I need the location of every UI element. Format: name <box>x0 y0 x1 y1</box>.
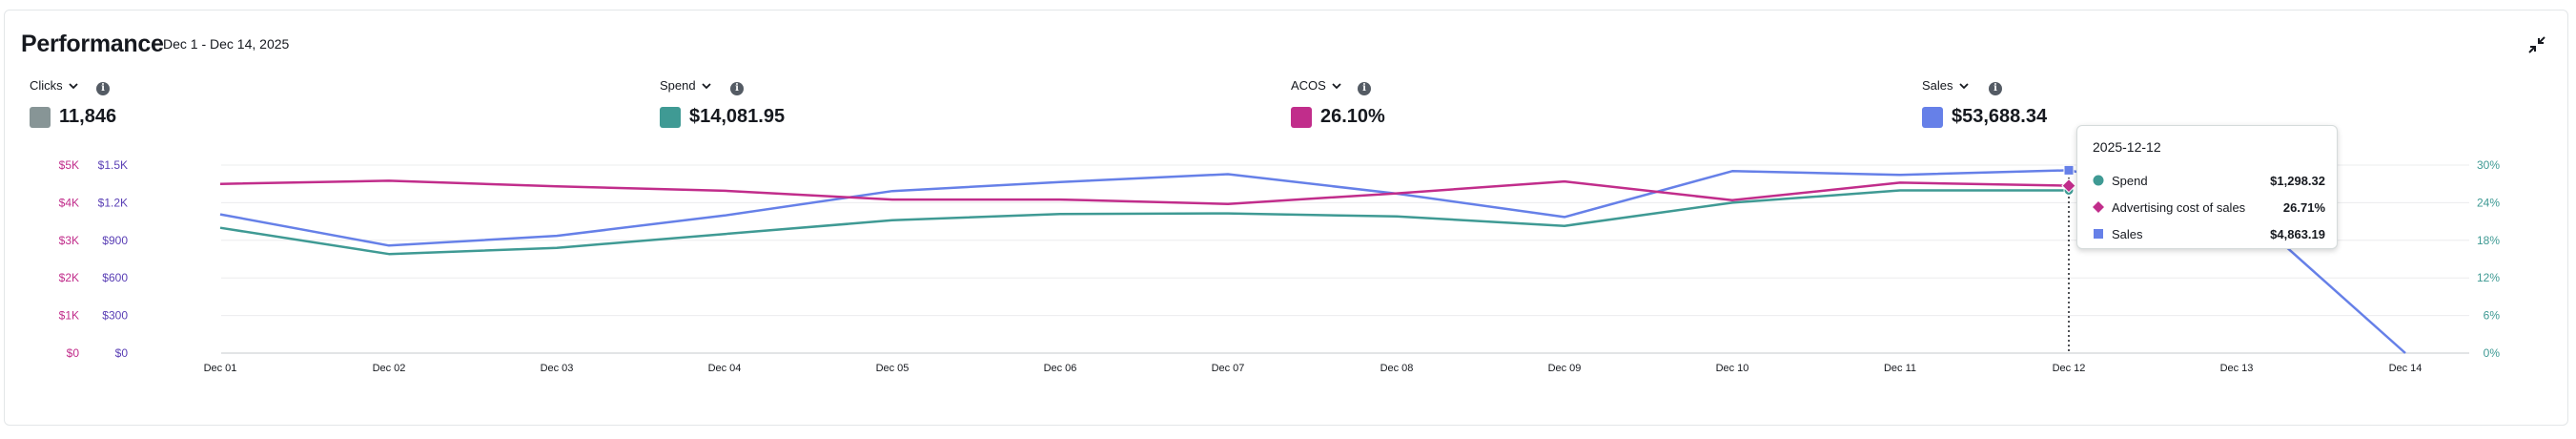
x-axis-tick-label: Dec 08 <box>1380 363 1414 374</box>
spend-axis-tick-label: $1.2K <box>98 196 128 209</box>
x-axis-tick-label: Dec 10 <box>1716 363 1749 374</box>
date-range: Dec 1 - Dec 14, 2025 <box>163 36 290 52</box>
spend-axis-tick-label: $0 <box>115 346 129 360</box>
chevron-down-icon <box>1332 82 1341 89</box>
sales-series-line <box>219 169 2406 354</box>
metric-sales-swatch[interactable] <box>1922 106 1943 128</box>
metric-sales-label: Sales <box>1922 78 1953 93</box>
metric-clicks-value: 11,846 <box>59 106 117 127</box>
page-title: Performance <box>21 31 164 57</box>
metric-spend-swatch[interactable] <box>660 106 681 128</box>
metric-clicks-selector[interactable]: Clicks <box>30 78 116 93</box>
sales-hover-point <box>2063 164 2075 176</box>
chevron-down-icon <box>1958 82 1969 89</box>
collapse-icon[interactable] <box>2526 34 2547 55</box>
x-axis-tick-label: Dec 03 <box>541 363 574 374</box>
acos-hover-point <box>2061 178 2076 194</box>
tooltip-row-value: 26.71% <box>2282 199 2325 215</box>
x-axis-tick-label: Dec 05 <box>876 363 910 374</box>
sales-axis-tick-label: $4K <box>59 196 79 209</box>
tooltip-row-spend: Spend $1,298.32 <box>2093 172 2325 189</box>
acos-axis-tick-label: 18% <box>2477 234 2500 247</box>
metric-acos-value: 26.10% <box>1320 106 1385 127</box>
acos-axis-tick-label: 12% <box>2477 271 2500 284</box>
chevron-down-icon <box>701 82 711 89</box>
x-axis-tick-label: Dec 07 <box>1212 363 1245 374</box>
spend-series-line <box>219 189 2069 256</box>
sales-axis-tick-label: $1K <box>59 309 79 323</box>
metric-acos-selector[interactable]: ACOS <box>1291 78 1385 93</box>
tooltip-row-label: Advertising cost of sales <box>2112 199 2246 215</box>
sales-marker-icon <box>2094 229 2103 239</box>
info-icon[interactable]: i <box>730 82 744 95</box>
acos-series-line <box>219 179 2070 205</box>
metric-acos-swatch[interactable] <box>1291 106 1312 128</box>
metric-clicks-swatch[interactable] <box>30 106 51 128</box>
acos-axis-tick-label: 30% <box>2477 158 2500 172</box>
metric-sales: Sales i $53,688.34 <box>1922 78 2047 128</box>
metric-sales-value: $53,688.34 <box>1952 106 2048 127</box>
acos-marker-icon <box>2093 201 2104 213</box>
tooltip-row-value: $4,863.19 <box>2270 226 2325 241</box>
metric-spend: Spend i $14,081.95 <box>660 78 785 128</box>
x-axis-tick-label: Dec 09 <box>1548 363 1582 374</box>
x-axis-tick-label: Dec 11 <box>1884 363 1916 374</box>
tooltip-row-sales: Sales $4,863.19 <box>2093 225 2325 242</box>
info-icon[interactable]: i <box>1358 82 1371 95</box>
spend-axis-tick-label: $300 <box>102 309 128 323</box>
x-axis-tick-label: Dec 04 <box>708 363 742 374</box>
metric-clicks: Clicks i 11,846 <box>30 78 116 128</box>
chevron-down-icon <box>69 82 78 89</box>
x-axis-tick-label: Dec 06 <box>1044 363 1077 374</box>
sales-axis-tick-label: $2K <box>59 271 79 284</box>
spend-marker-icon <box>2093 175 2104 186</box>
metric-acos: ACOS i 26.10% <box>1291 78 1385 128</box>
metric-spend-value: $14,081.95 <box>689 106 786 127</box>
spend-axis-tick-label: $900 <box>102 234 128 247</box>
spend-axis-tick-label: $600 <box>102 271 128 284</box>
x-axis-tick-label: Dec 12 <box>2053 363 2086 374</box>
metric-acos-label: ACOS <box>1291 78 1326 93</box>
spend-axis-tick-label: $1.5K <box>98 158 128 172</box>
x-axis-tick-label: Dec 02 <box>373 363 406 374</box>
tooltip-row-acos: Advertising cost of sales 26.71% <box>2093 199 2325 216</box>
sales-axis-tick-label: $5K <box>59 158 79 172</box>
tooltip-row-label: Spend <box>2112 173 2148 188</box>
sales-axis-tick-label: $0 <box>67 346 80 360</box>
acos-axis-tick-label: 24% <box>2477 196 2500 209</box>
tooltip-date: 2025-12-12 <box>2093 139 2161 155</box>
metric-spend-label: Spend <box>660 78 696 93</box>
acos-axis-tick-label: 0% <box>2484 346 2501 360</box>
info-icon[interactable]: i <box>96 82 110 95</box>
acos-axis-tick-label: 6% <box>2484 309 2501 323</box>
tooltip-row-label: Sales <box>2112 226 2143 241</box>
x-axis-tick-label: Dec 13 <box>2220 363 2254 374</box>
metric-spend-selector[interactable]: Spend <box>660 78 785 93</box>
metric-clicks-label: Clicks <box>30 78 63 93</box>
chart-tooltip: 2025-12-12 Spend $1,298.32 Advertising c… <box>2076 125 2338 249</box>
metric-sales-selector[interactable]: Sales <box>1922 78 2047 93</box>
x-axis-tick-label: Dec 14 <box>2389 363 2423 374</box>
info-icon[interactable]: i <box>1989 82 2002 95</box>
sales-axis-tick-label: $3K <box>59 234 79 247</box>
tooltip-row-value: $1,298.32 <box>2270 173 2325 188</box>
x-axis-tick-label: Dec 01 <box>204 363 237 374</box>
